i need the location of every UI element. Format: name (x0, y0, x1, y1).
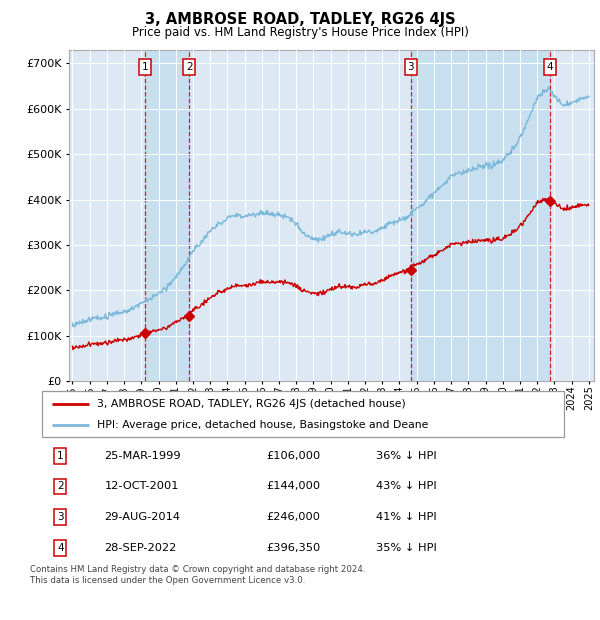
Text: 2: 2 (57, 482, 64, 492)
Text: 1: 1 (142, 62, 149, 72)
Text: £106,000: £106,000 (266, 451, 321, 461)
Text: 28-SEP-2022: 28-SEP-2022 (104, 543, 177, 553)
Text: 3, AMBROSE ROAD, TADLEY, RG26 4JS (detached house): 3, AMBROSE ROAD, TADLEY, RG26 4JS (detac… (97, 399, 406, 409)
Text: 1: 1 (57, 451, 64, 461)
Text: 25-MAR-1999: 25-MAR-1999 (104, 451, 181, 461)
FancyBboxPatch shape (42, 391, 564, 437)
Text: £396,350: £396,350 (266, 543, 321, 553)
Text: 35% ↓ HPI: 35% ↓ HPI (376, 543, 437, 553)
Text: 3: 3 (407, 62, 414, 72)
Text: Price paid vs. HM Land Registry's House Price Index (HPI): Price paid vs. HM Land Registry's House … (131, 26, 469, 39)
Text: 4: 4 (547, 62, 553, 72)
Text: 3: 3 (57, 512, 64, 522)
Text: 4: 4 (57, 543, 64, 553)
Text: 3, AMBROSE ROAD, TADLEY, RG26 4JS: 3, AMBROSE ROAD, TADLEY, RG26 4JS (145, 12, 455, 27)
Text: 36% ↓ HPI: 36% ↓ HPI (376, 451, 437, 461)
Text: Contains HM Land Registry data © Crown copyright and database right 2024.
This d: Contains HM Land Registry data © Crown c… (30, 565, 365, 585)
Text: 29-AUG-2014: 29-AUG-2014 (104, 512, 181, 522)
Text: HPI: Average price, detached house, Basingstoke and Deane: HPI: Average price, detached house, Basi… (97, 420, 428, 430)
Text: 43% ↓ HPI: 43% ↓ HPI (376, 482, 437, 492)
Text: £246,000: £246,000 (266, 512, 320, 522)
Bar (411, 50, 550, 381)
Text: 41% ↓ HPI: 41% ↓ HPI (376, 512, 437, 522)
Text: 2: 2 (186, 62, 193, 72)
Bar (145, 50, 189, 381)
Text: £144,000: £144,000 (266, 482, 320, 492)
Text: 12-OCT-2001: 12-OCT-2001 (104, 482, 179, 492)
